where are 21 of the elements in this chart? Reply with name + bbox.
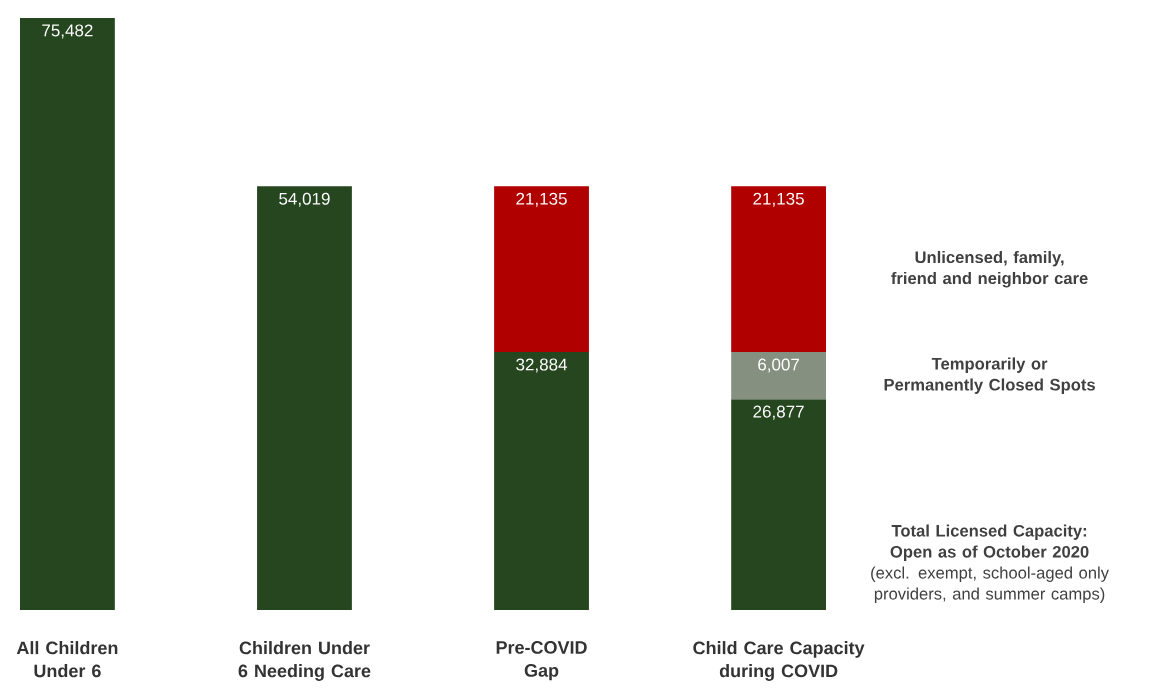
data-label: 21,135: [753, 192, 804, 207]
bar: [731, 399, 826, 610]
data-label: 54,019: [279, 192, 330, 207]
x-tick-label: Child Care Capacity during COVID: [693, 641, 865, 681]
bar: [494, 352, 589, 610]
data-label: 75,482: [42, 24, 93, 39]
text: Temporarily or Permanently Closed Spots: [884, 357, 1095, 394]
x-tick-label: Pre-COVID Gap: [496, 641, 587, 681]
x-tick-label: Children Under 6 Needing Care: [238, 641, 371, 681]
bar: [20, 18, 115, 610]
bar: [731, 352, 826, 400]
data-label: 6,007: [758, 358, 799, 373]
data-label: 21,135: [516, 192, 567, 207]
data-label: 26,877: [753, 405, 804, 420]
bar: [494, 186, 589, 353]
data-label: 32,884: [516, 358, 568, 373]
bar: [257, 186, 352, 610]
x-tick-label: All Children Under 6: [16, 641, 118, 678]
bar: [731, 186, 826, 353]
text: Total Licensed Capacity: Open as of October 2020 (excl. exempt, school-aged only providers, and summer camps): [871, 524, 1109, 603]
text: Unlicensed, family, friend and neighbor care: [891, 250, 1088, 288]
